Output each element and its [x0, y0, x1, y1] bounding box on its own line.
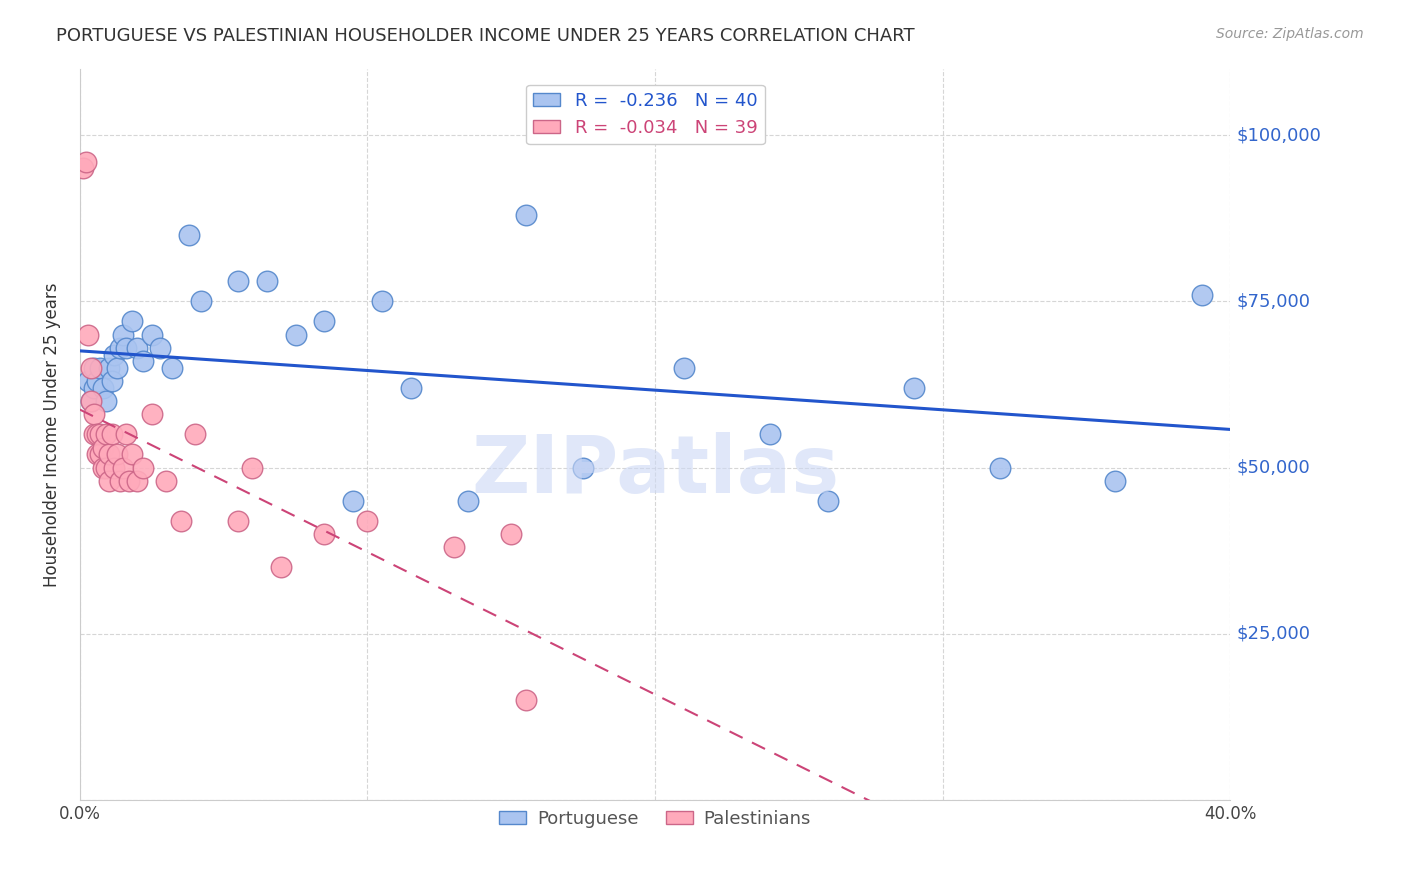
Point	[443, 541, 465, 555]
Point	[155, 474, 177, 488]
Point	[903, 381, 925, 395]
Point	[118, 474, 141, 488]
Point	[132, 354, 155, 368]
Point	[77, 327, 100, 342]
Point	[86, 447, 108, 461]
Point	[314, 314, 336, 328]
Text: $100,000: $100,000	[1236, 126, 1322, 144]
Point	[121, 314, 143, 328]
Text: Source: ZipAtlas.com: Source: ZipAtlas.com	[1216, 27, 1364, 41]
Point	[127, 474, 149, 488]
Point	[226, 274, 249, 288]
Point	[314, 527, 336, 541]
Text: PORTUGUESE VS PALESTINIAN HOUSEHOLDER INCOME UNDER 25 YEARS CORRELATION CHART: PORTUGUESE VS PALESTINIAN HOUSEHOLDER IN…	[56, 27, 915, 45]
Point	[284, 327, 307, 342]
Point	[108, 341, 131, 355]
Text: ZIPatlas: ZIPatlas	[471, 432, 839, 510]
Point	[111, 460, 134, 475]
Point	[80, 394, 103, 409]
Point	[100, 374, 122, 388]
Point	[83, 408, 105, 422]
Point	[80, 394, 103, 409]
Point	[169, 514, 191, 528]
Point	[149, 341, 172, 355]
Text: $75,000: $75,000	[1236, 293, 1310, 310]
Point	[515, 693, 537, 707]
Point	[86, 374, 108, 388]
Point	[89, 447, 111, 461]
Point	[515, 208, 537, 222]
Point	[105, 360, 128, 375]
Point	[1104, 474, 1126, 488]
Point	[127, 341, 149, 355]
Point	[399, 381, 422, 395]
Point	[817, 494, 839, 508]
Point	[83, 381, 105, 395]
Point	[94, 427, 117, 442]
Point	[91, 460, 114, 475]
Point	[94, 460, 117, 475]
Point	[190, 294, 212, 309]
Point	[988, 460, 1011, 475]
Point	[89, 360, 111, 375]
Point	[672, 360, 695, 375]
Point	[105, 447, 128, 461]
Point	[103, 347, 125, 361]
Point	[97, 447, 120, 461]
Point	[97, 474, 120, 488]
Point	[342, 494, 364, 508]
Point	[457, 494, 479, 508]
Point	[108, 474, 131, 488]
Point	[91, 381, 114, 395]
Point	[256, 274, 278, 288]
Point	[100, 427, 122, 442]
Point	[111, 327, 134, 342]
Point	[72, 161, 94, 176]
Y-axis label: Householder Income Under 25 years: Householder Income Under 25 years	[44, 282, 60, 587]
Point	[759, 427, 782, 442]
Text: $25,000: $25,000	[1236, 625, 1310, 643]
Point	[226, 514, 249, 528]
Point	[141, 327, 163, 342]
Point	[103, 460, 125, 475]
Point	[179, 227, 201, 242]
Legend: Portuguese, Palestinians: Portuguese, Palestinians	[492, 803, 818, 835]
Point	[132, 460, 155, 475]
Point	[356, 514, 378, 528]
Point	[75, 154, 97, 169]
Point	[97, 360, 120, 375]
Point	[94, 394, 117, 409]
Point	[80, 360, 103, 375]
Point	[572, 460, 595, 475]
Point	[242, 460, 264, 475]
Point	[1191, 287, 1213, 301]
Point	[141, 408, 163, 422]
Point	[121, 447, 143, 461]
Point	[115, 341, 138, 355]
Point	[115, 427, 138, 442]
Point	[77, 374, 100, 388]
Point	[160, 360, 183, 375]
Point	[91, 441, 114, 455]
Point	[270, 560, 292, 574]
Point	[83, 360, 105, 375]
Point	[371, 294, 394, 309]
Point	[86, 427, 108, 442]
Point	[184, 427, 207, 442]
Point	[89, 427, 111, 442]
Point	[501, 527, 523, 541]
Text: $50,000: $50,000	[1236, 458, 1310, 476]
Point	[83, 427, 105, 442]
